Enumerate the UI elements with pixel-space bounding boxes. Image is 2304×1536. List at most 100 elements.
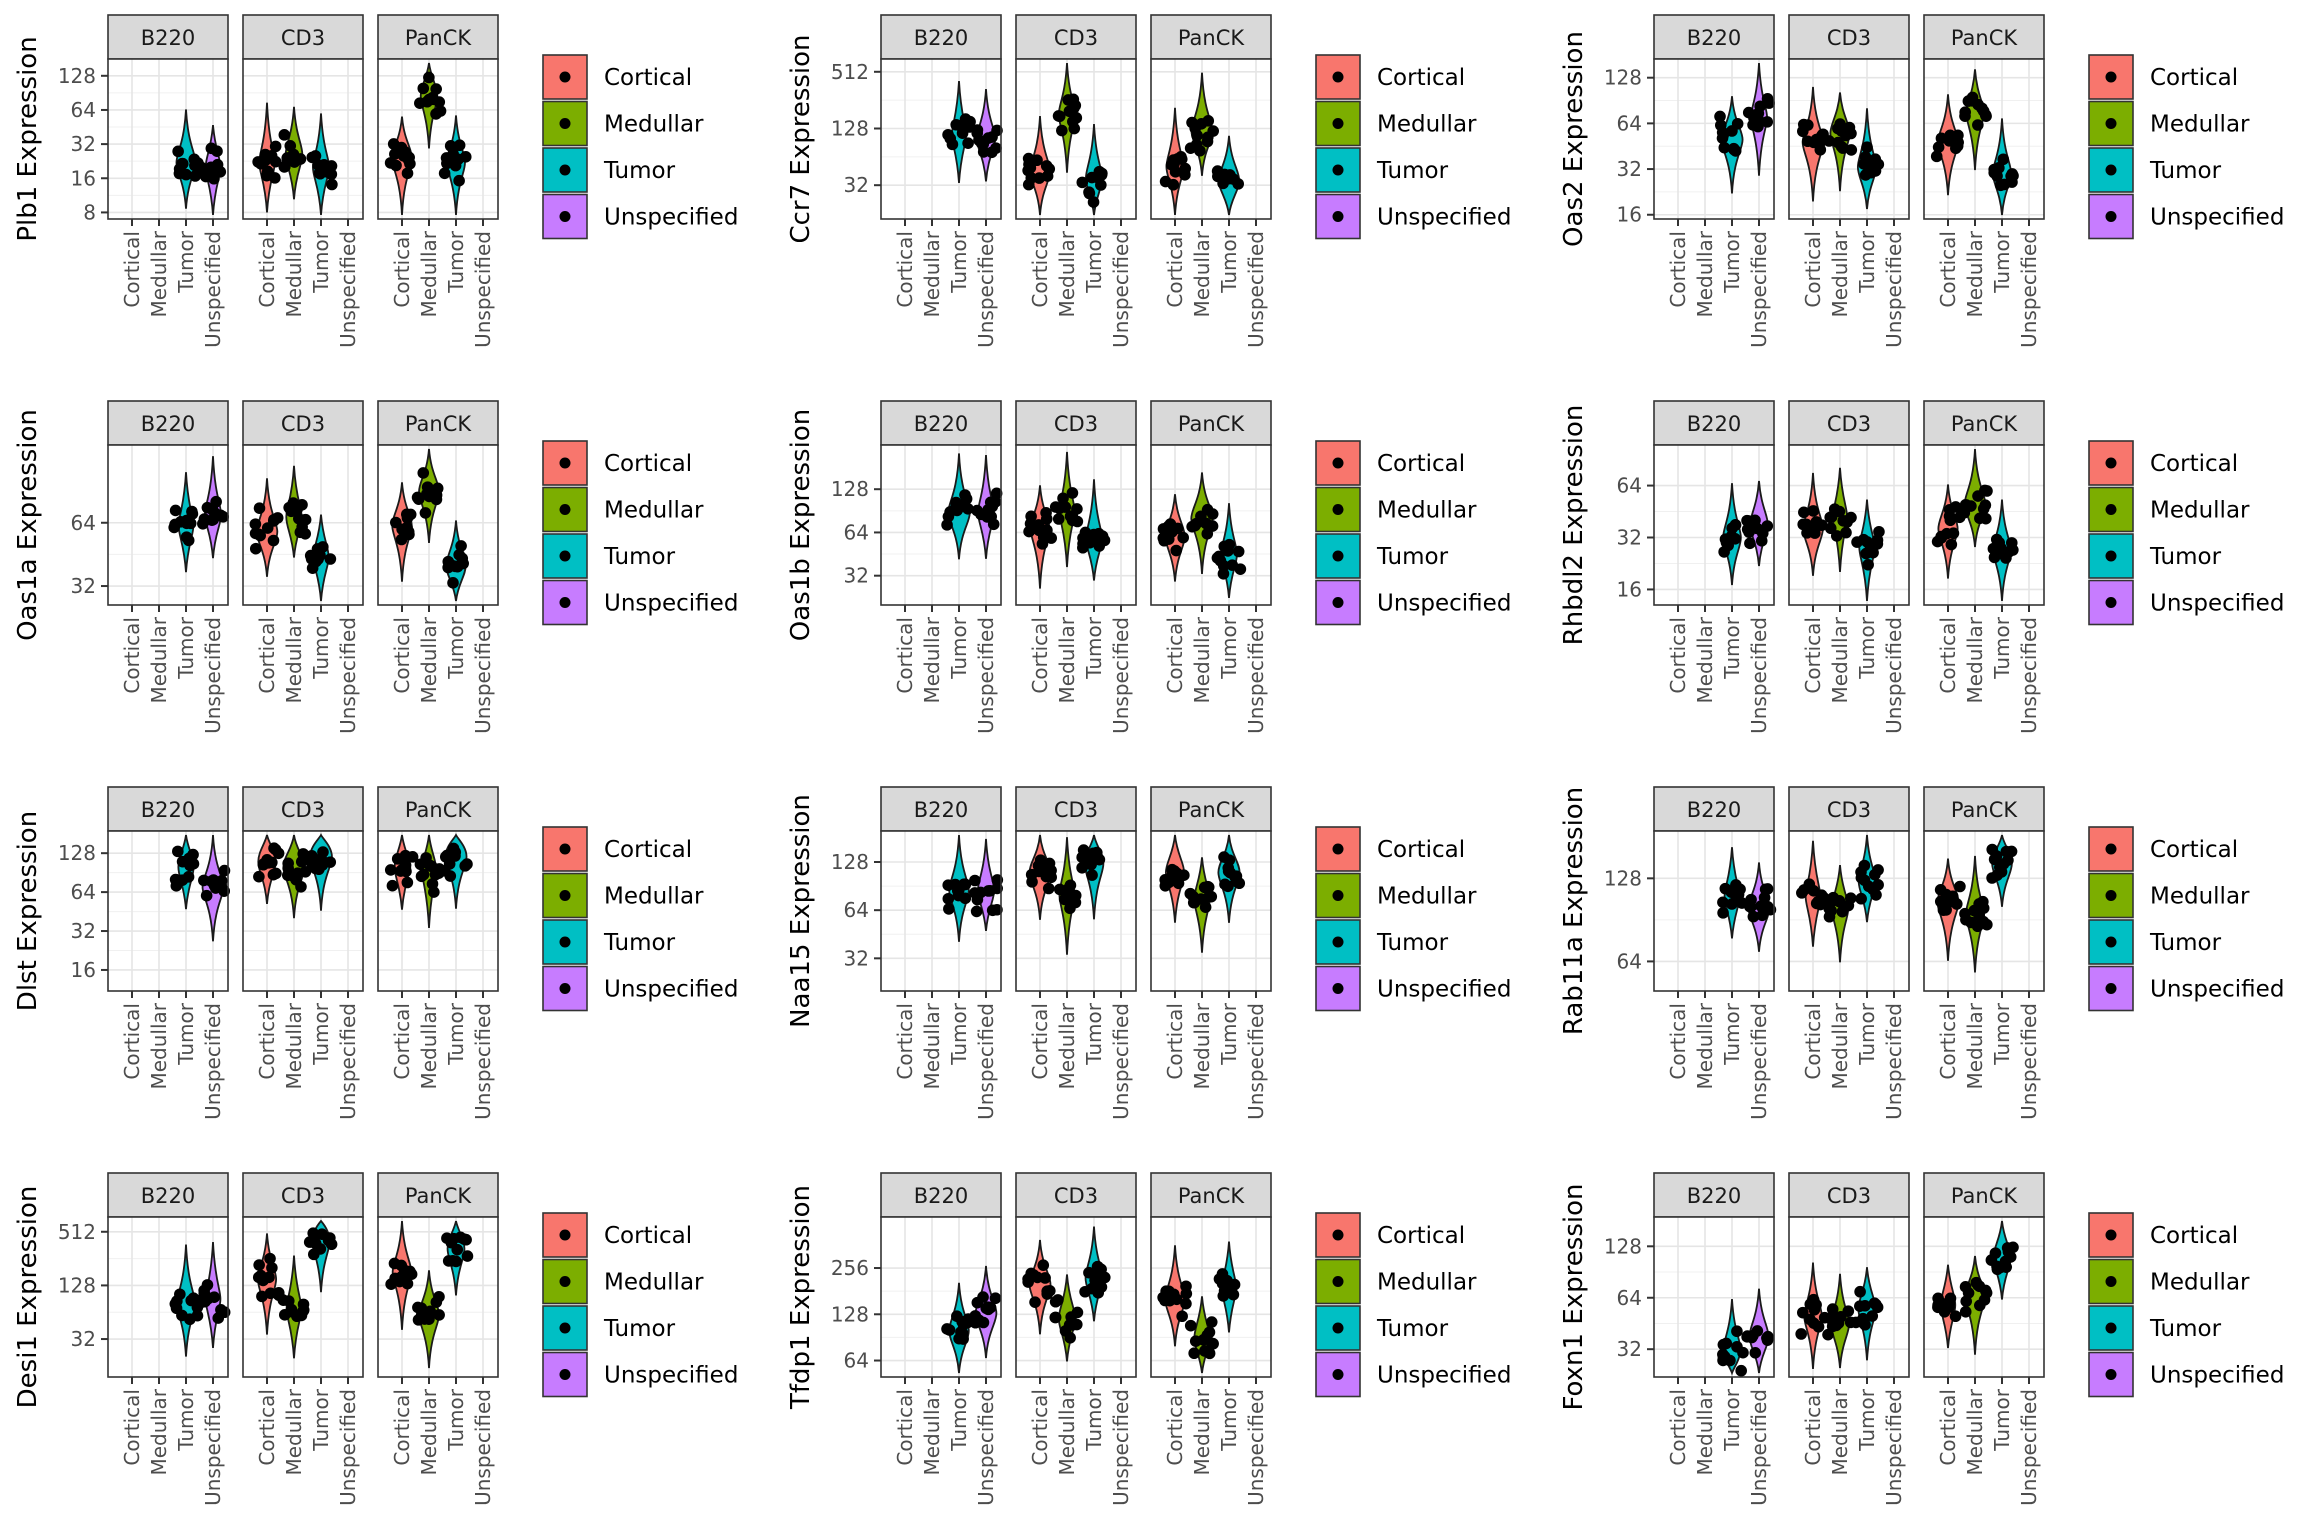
facet-label: B220 <box>141 26 196 50</box>
data-point <box>1826 1303 1839 1315</box>
x-tick-label: Tumor <box>1990 616 2014 680</box>
data-point <box>324 1232 336 1244</box>
data-point <box>253 870 265 883</box>
data-point <box>1203 890 1215 903</box>
facet-label: B220 <box>914 412 969 436</box>
x-tick-label: Unspecified <box>1109 617 1133 734</box>
legend-label: Cortical <box>1377 65 1465 91</box>
data-point <box>261 522 274 534</box>
data-point <box>1973 1299 1986 1312</box>
x-tick-label: Medullar <box>147 230 171 317</box>
x-tick-label: Medullar <box>1190 616 1214 703</box>
data-point <box>2005 845 2018 858</box>
data-point <box>964 115 976 128</box>
legend-label: Unspecified <box>2150 977 2284 1003</box>
data-point <box>449 159 462 172</box>
data-point <box>1945 538 1958 551</box>
data-point <box>985 510 997 523</box>
data-point <box>1741 1330 1754 1342</box>
y-tick-label: 64 <box>1617 1286 1642 1310</box>
legend-key-point <box>2105 504 2117 515</box>
panel-border <box>1923 444 2045 606</box>
x-tick-label: Cortical <box>1163 1389 1187 1466</box>
data-point <box>169 504 182 517</box>
data-point <box>294 153 307 165</box>
data-point <box>1059 1325 1072 1337</box>
legend-key-point <box>559 550 571 562</box>
data-point <box>1959 907 1971 920</box>
data-point <box>1202 519 1214 531</box>
panel-border <box>1788 1216 1910 1378</box>
x-tick-label: Tumor <box>1855 1002 1879 1066</box>
data-point <box>1762 1330 1774 1343</box>
x-tick-label: Medullar <box>920 1388 944 1475</box>
facet-strip <box>1150 786 1272 832</box>
data-point <box>1716 132 1729 144</box>
data-point <box>293 512 305 525</box>
data-point <box>453 139 466 152</box>
legend-label: Tumor <box>2149 1316 2222 1342</box>
y-tick-label: 32 <box>1617 157 1642 181</box>
x-tick-label: Medullar <box>1055 1388 1079 1475</box>
legend-key-point <box>2105 890 2117 901</box>
data-point <box>1943 510 1956 522</box>
legend-key-point <box>2105 118 2117 129</box>
data-point <box>1087 196 1100 208</box>
panel-border <box>242 1216 364 1378</box>
legend-label: Unspecified <box>1377 977 1511 1003</box>
x-tick-label: Unspecified <box>201 1003 225 1120</box>
legend-key-point <box>1332 457 1344 469</box>
facet-label: PanCK <box>1178 798 1246 822</box>
data-point <box>1086 869 1098 881</box>
y-tick-label: 64 <box>1617 474 1642 498</box>
facet-label: B220 <box>1687 26 1742 50</box>
data-point <box>1083 1266 1095 1279</box>
x-tick-label: Unspecified <box>974 1003 998 1120</box>
facet-strip <box>242 14 364 60</box>
y-axis-title: Tfdp1 Expression <box>786 1185 816 1410</box>
legend-key-point <box>1332 1276 1344 1287</box>
data-point <box>430 108 442 120</box>
y-axis-title: Dlst Expression <box>13 811 43 1011</box>
x-tick-label: Tumor <box>1217 1388 1241 1452</box>
data-point <box>1233 877 1246 890</box>
data-point <box>388 1257 401 1270</box>
data-point <box>277 1294 290 1306</box>
data-point <box>1931 535 1944 548</box>
x-tick-label: Cortical <box>255 1389 279 1466</box>
y-tick-label: 32 <box>1617 1337 1642 1361</box>
data-point <box>1222 862 1235 874</box>
data-point <box>1959 110 1971 122</box>
facet-strip <box>880 786 1002 832</box>
data-point <box>386 879 399 892</box>
x-tick-label: Unspecified <box>471 1389 495 1506</box>
panel-border <box>107 444 229 606</box>
panel-border <box>1923 58 2045 220</box>
data-point <box>1227 173 1240 185</box>
legend-label: Unspecified <box>1377 591 1511 617</box>
x-tick-label: Medullar <box>147 1002 171 1089</box>
x-tick-label: Tumor <box>1217 1002 1241 1066</box>
data-point <box>404 157 416 170</box>
x-tick-label: Tumor <box>1082 616 1106 680</box>
data-point <box>249 542 262 555</box>
facet-label: CD3 <box>1827 26 1871 50</box>
data-point <box>1095 179 1107 191</box>
data-point <box>1218 540 1231 553</box>
x-tick-label: Unspecified <box>1882 231 1906 348</box>
x-tick-label: Unspecified <box>2017 231 2041 348</box>
data-point <box>1949 501 1962 513</box>
x-tick-label: Cortical <box>1936 1003 1960 1080</box>
y-axis-title: Plb1 Expression <box>13 36 43 241</box>
facet-strip <box>1653 400 1775 446</box>
data-point <box>419 507 432 519</box>
data-point <box>417 467 430 479</box>
panel-border <box>880 830 1002 992</box>
x-tick-label: Medullar <box>417 616 441 703</box>
facet-strip <box>1150 14 1272 60</box>
data-point <box>1952 129 1964 142</box>
data-point <box>1052 513 1065 525</box>
facet-label: CD3 <box>1827 1184 1871 1208</box>
x-tick-label: Cortical <box>1801 617 1825 694</box>
